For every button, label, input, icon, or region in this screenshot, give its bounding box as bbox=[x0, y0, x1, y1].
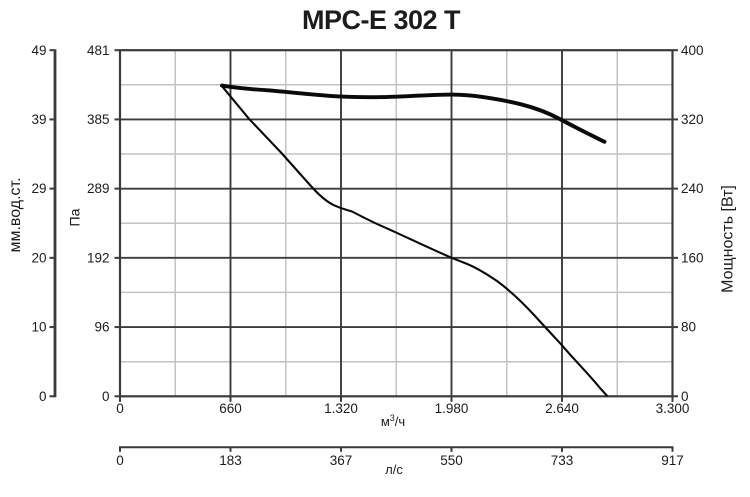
svg-text:1.320: 1.320 bbox=[324, 401, 358, 416]
svg-text:660: 660 bbox=[219, 401, 242, 416]
svg-text:л/с: л/с bbox=[385, 462, 403, 477]
svg-text:733: 733 bbox=[551, 453, 574, 468]
svg-text:10: 10 bbox=[31, 320, 46, 335]
svg-text:0: 0 bbox=[102, 389, 110, 404]
svg-text:550: 550 bbox=[440, 453, 463, 468]
svg-text:400: 400 bbox=[681, 43, 704, 58]
svg-text:мм.вод.ст.: мм.вод.ст. bbox=[7, 177, 24, 252]
svg-text:1.980: 1.980 bbox=[435, 401, 469, 416]
svg-text:0: 0 bbox=[116, 453, 124, 468]
svg-text:Мощность [Вт]: Мощность [Вт] bbox=[720, 185, 737, 293]
svg-text:0: 0 bbox=[681, 389, 689, 404]
svg-text:240: 240 bbox=[681, 181, 704, 196]
svg-text:320: 320 bbox=[681, 112, 704, 127]
svg-text:192: 192 bbox=[87, 250, 110, 265]
svg-text:29: 29 bbox=[31, 181, 46, 196]
svg-text:MPC-E 302 T: MPC-E 302 T bbox=[302, 5, 461, 35]
svg-text:160: 160 bbox=[681, 250, 704, 265]
svg-text:3.300: 3.300 bbox=[656, 401, 690, 416]
svg-text:2.640: 2.640 bbox=[545, 401, 579, 416]
svg-text:289: 289 bbox=[87, 181, 110, 196]
svg-text:385: 385 bbox=[87, 112, 110, 127]
svg-text:0: 0 bbox=[116, 401, 124, 416]
svg-text:Па: Па bbox=[67, 208, 83, 226]
svg-text:917: 917 bbox=[661, 453, 684, 468]
svg-text:80: 80 bbox=[681, 320, 696, 335]
svg-text:49: 49 bbox=[31, 43, 46, 58]
svg-text:481: 481 bbox=[87, 43, 110, 58]
svg-text:39: 39 bbox=[31, 112, 46, 127]
svg-text:м3/ч: м3/ч bbox=[381, 413, 405, 429]
svg-text:183: 183 bbox=[219, 453, 242, 468]
svg-text:0: 0 bbox=[39, 389, 47, 404]
svg-text:367: 367 bbox=[330, 453, 353, 468]
svg-text:96: 96 bbox=[94, 320, 109, 335]
svg-text:20: 20 bbox=[31, 250, 46, 265]
